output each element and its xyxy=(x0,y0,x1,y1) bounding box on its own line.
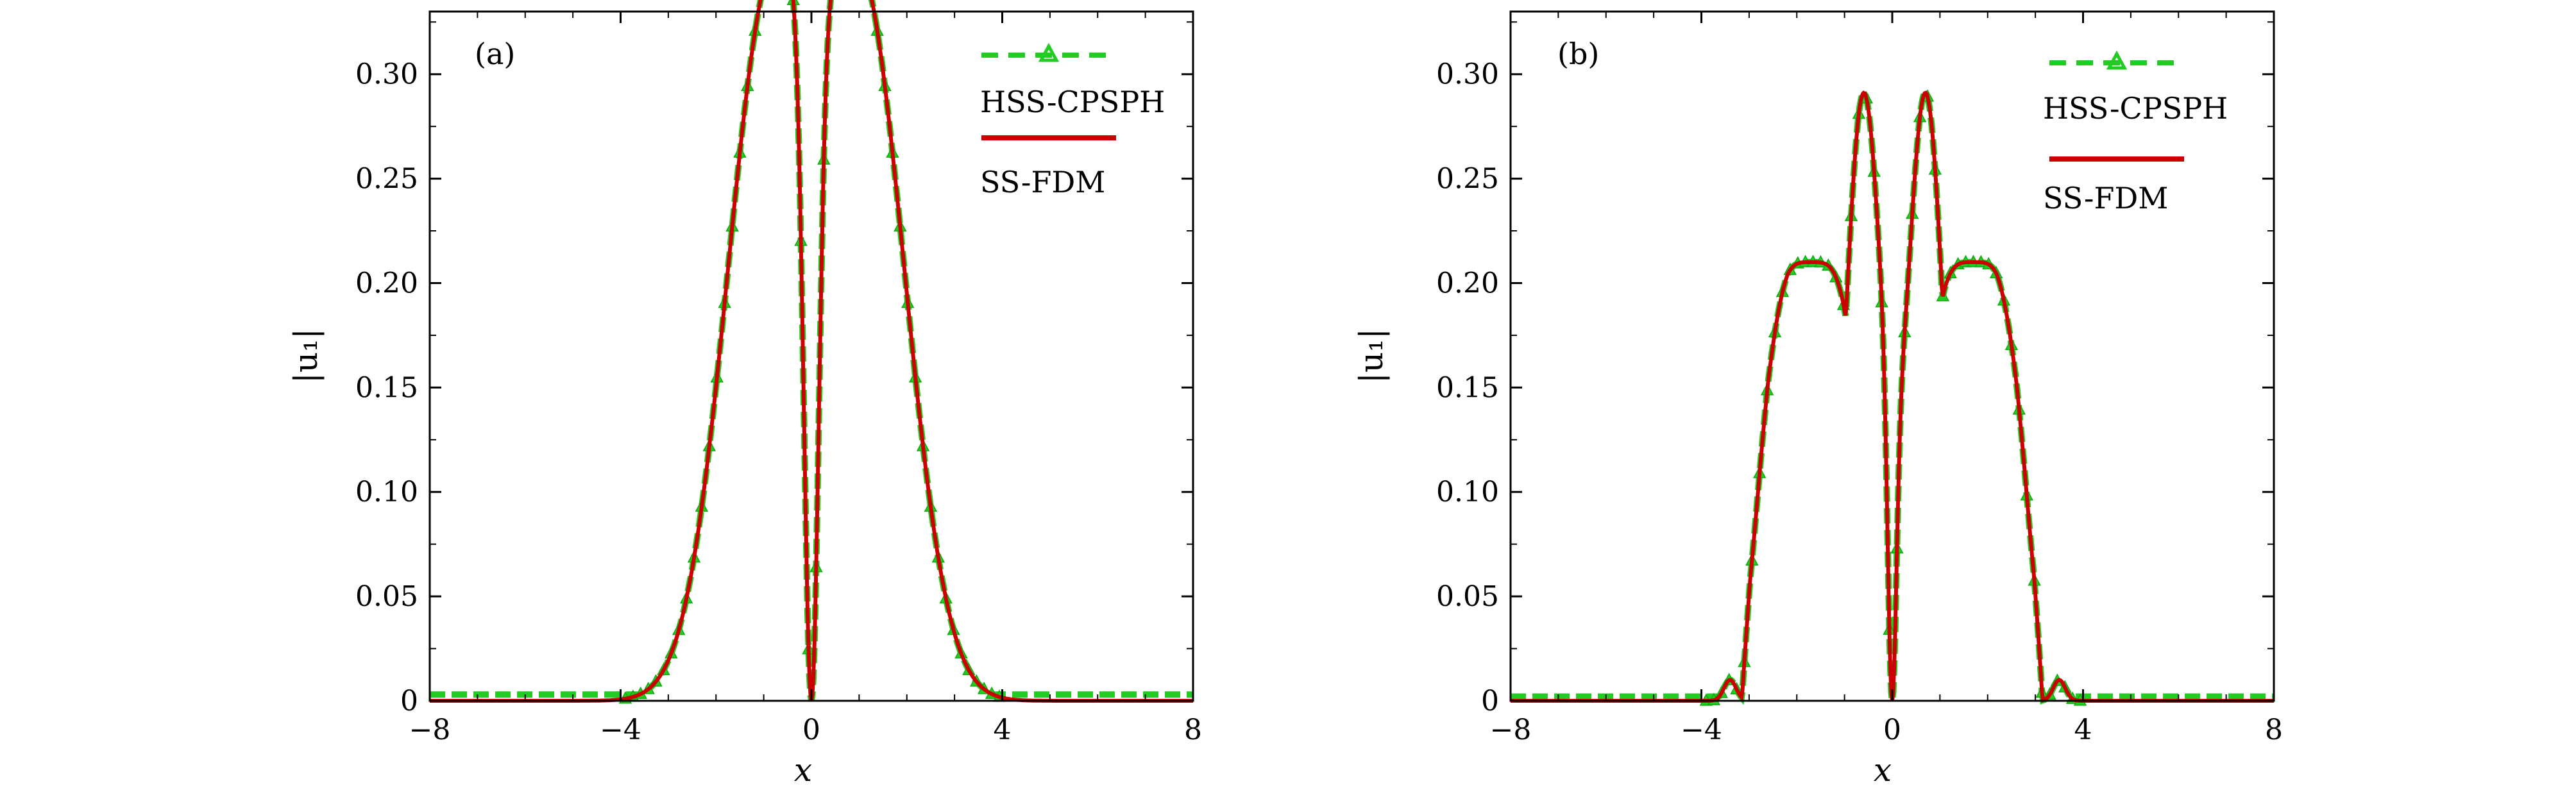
y-tick-label: 0.25 xyxy=(1436,163,1499,196)
panel-a-ticks: −8 −4 0 4 8 0 0.05 0.10 0.15 0.20 0.25 0.30 xyxy=(355,12,1202,746)
panel-b-x-axis-label: x xyxy=(1874,751,1892,788)
legend-ss-fdm-label: SS-FDM xyxy=(2043,181,2168,215)
y-tick-label: 0 xyxy=(1481,685,1499,717)
panel-b-series-layer xyxy=(1511,88,2274,706)
y-tick-label: 0.25 xyxy=(355,163,418,196)
legend-hss-cpsph-marker xyxy=(1038,42,1060,62)
panel-a-legend: HSS-CPSPH SS-FDM xyxy=(980,42,1165,199)
panel-a: −8 −4 0 4 8 0 0.05 0.10 0.15 0.20 0.25 0.30 (a) HSS… xyxy=(287,0,1202,788)
y-tick-label: 0 xyxy=(400,685,418,717)
y-tick-label: 0.30 xyxy=(355,58,418,91)
y-tick-label: 0.10 xyxy=(1436,476,1499,508)
panel-b-legend: HSS-CPSPH SS-FDM xyxy=(2043,50,2228,215)
panel-b: −8 −4 0 4 8 0 0.05 0.10 0.15 0.20 0.25 0.30 (b) HSS… xyxy=(1353,10,2283,788)
x-tick-label: 4 xyxy=(2074,714,2092,746)
panel-b-ticks: −8 −4 0 4 8 0 0.05 0.10 0.15 0.20 0.25 0.30 xyxy=(1436,12,2283,746)
x-tick-label: 0 xyxy=(802,714,820,746)
panel-a-y-axis-label: |u₁| xyxy=(287,328,325,383)
panel-b-y-axis-label: |u₁| xyxy=(1353,328,1390,383)
y-tick-label: 0.05 xyxy=(355,580,418,613)
series-hss-cpsph-line xyxy=(1511,88,2274,705)
x-tick-label: 8 xyxy=(2265,714,2283,746)
y-tick-label: 0.30 xyxy=(1436,58,1499,91)
y-tick-label: 0.20 xyxy=(1436,267,1499,299)
x-tick-label: −4 xyxy=(1681,714,1722,746)
legend-hss-cpsph-label: HSS-CPSPH xyxy=(2043,91,2228,126)
legend-ss-fdm-label: SS-FDM xyxy=(980,165,1105,199)
y-tick-label: 0.20 xyxy=(355,267,418,299)
y-tick-label: 0.15 xyxy=(1436,371,1499,404)
y-tick-label: 0.15 xyxy=(355,371,418,404)
x-tick-label: 8 xyxy=(1184,714,1202,746)
legend-hss-cpsph-label: HSS-CPSPH xyxy=(980,85,1165,119)
x-tick-label: 4 xyxy=(994,714,1012,746)
panel-a-label: (a) xyxy=(475,37,515,71)
x-tick-label: 0 xyxy=(1883,714,1901,746)
x-tick-label: −8 xyxy=(1490,714,1532,746)
x-tick-label: −4 xyxy=(600,714,641,746)
panel-b-label: (b) xyxy=(1557,37,1599,71)
y-tick-label: 0.10 xyxy=(355,476,418,508)
legend-hss-cpsph-marker xyxy=(2106,50,2128,70)
y-tick-label: 0.05 xyxy=(1436,580,1499,613)
x-tick-label: −8 xyxy=(409,714,451,746)
panel-a-x-axis-label: x xyxy=(794,751,812,788)
